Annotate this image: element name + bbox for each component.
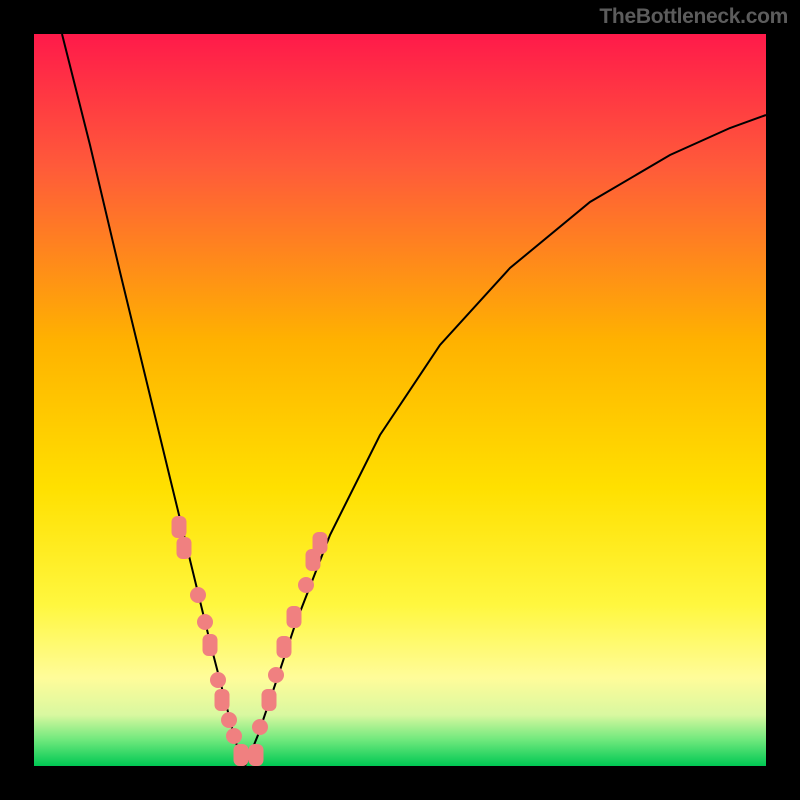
data-marker [277,636,292,658]
data-marker [268,667,284,683]
data-marker [226,728,242,744]
data-marker [298,577,314,593]
data-marker [177,537,192,559]
data-marker [203,634,218,656]
data-marker [221,712,237,728]
data-marker [197,614,213,630]
data-marker [172,516,187,538]
data-marker [287,606,302,628]
data-marker [249,744,264,766]
bottleneck-chart: TheBottleneck.com [0,0,800,800]
data-marker [190,587,206,603]
data-marker [313,532,328,554]
data-marker [210,672,226,688]
chart-svg [0,0,800,800]
data-marker [215,689,230,711]
watermark-label: TheBottleneck.com [599,5,788,29]
data-marker [262,689,277,711]
data-marker [252,719,268,735]
data-marker [234,744,249,766]
